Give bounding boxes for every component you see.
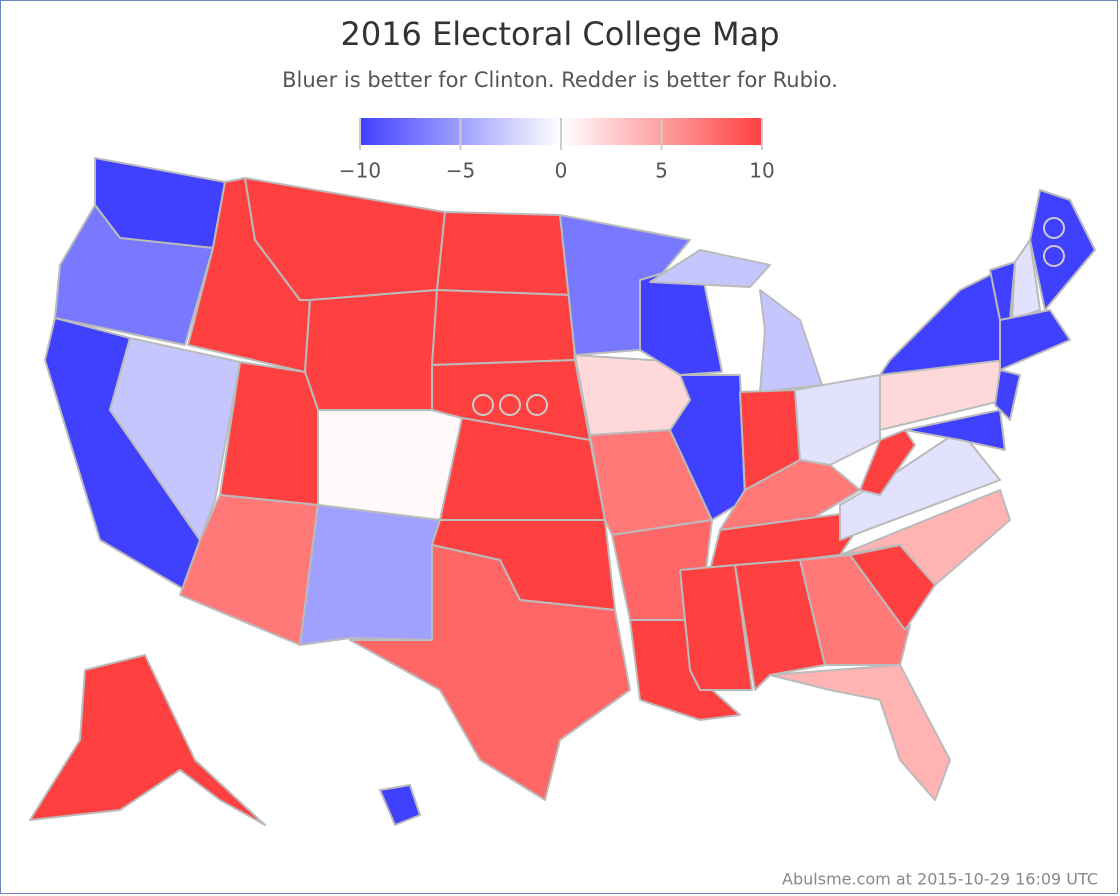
state: [299, 504, 441, 646]
state: [734, 559, 826, 691]
colorbar-tick-label: 10: [749, 159, 774, 183]
district-circle: [526, 394, 548, 416]
state: [904, 409, 1006, 451]
state: [649, 249, 771, 288]
state: [859, 429, 916, 496]
state: [794, 374, 881, 466]
state: [839, 489, 1011, 586]
state: [679, 564, 753, 691]
chart-title: 2016 Electoral College Map: [340, 15, 779, 53]
state: [994, 369, 1021, 421]
state: [349, 544, 631, 801]
chart-subtitle: Bluer is better for Clinton. Redder is b…: [282, 68, 838, 92]
colorbar-tick-label: 0: [555, 159, 568, 183]
colorbar-tick-label: 5: [655, 159, 668, 183]
state: [379, 784, 421, 826]
state: [317, 409, 463, 521]
district-circle: [499, 394, 521, 416]
credit: Abulsme.com at 2015-10-29 16:09 UTC: [782, 870, 1098, 889]
state: [1011, 239, 1041, 321]
state: [769, 664, 951, 801]
state: [999, 309, 1071, 371]
district-circle: [1043, 245, 1065, 267]
state: [669, 374, 746, 521]
state: [759, 289, 823, 393]
state: [799, 554, 911, 666]
state: [436, 211, 571, 296]
state: [29, 654, 266, 826]
colorbar-tick-label: −5: [446, 159, 475, 183]
state: [431, 289, 576, 366]
states: [29, 157, 1096, 826]
state: [179, 494, 319, 646]
state: [54, 204, 214, 346]
district-circle: [472, 394, 494, 416]
colorbar-tick-label: −10: [339, 159, 381, 183]
state: [304, 289, 438, 411]
district-circle: [1043, 217, 1065, 239]
state: [109, 337, 241, 541]
